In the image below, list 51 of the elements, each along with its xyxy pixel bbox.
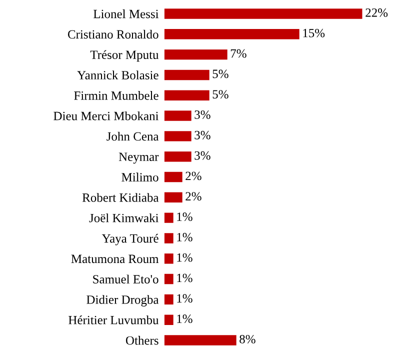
y-tick-label: Robert Kidiaba [82, 193, 159, 202]
data-label: 5% [212, 70, 228, 78]
bar [164, 314, 174, 325]
y-tick-label: Others [126, 336, 158, 345]
bar [164, 172, 182, 182]
data-label: 3% [194, 130, 210, 140]
bar [164, 192, 182, 203]
y-tick-label: Joël Kimwaki [89, 213, 159, 222]
y-tick-label: Héritier Luvumbu [68, 315, 159, 324]
y-tick-label: Samuel Eto'o [93, 274, 158, 284]
data-label: 7% [230, 49, 246, 58]
bar [164, 233, 174, 244]
data-label: 1% [177, 274, 192, 282]
bar [164, 49, 228, 60]
data-label: 3% [194, 151, 210, 160]
bar [164, 8, 362, 19]
data-label: 1% [177, 232, 192, 242]
y-tick-label: John Cena [106, 132, 159, 141]
y-tick-label: Neymar [118, 152, 159, 164]
data-label: 2% [186, 192, 202, 201]
bar [164, 131, 192, 142]
bar [164, 294, 174, 305]
bar [164, 90, 210, 100]
data-label: 15% [303, 28, 325, 38]
data-label: 22% [366, 8, 388, 17]
data-label: 8% [240, 334, 256, 344]
data-label: 1% [177, 314, 192, 324]
y-tick-label: Yaya Touré [102, 234, 158, 246]
data-label: 1% [177, 212, 192, 221]
bar [164, 70, 210, 80]
data-label: 3% [194, 110, 210, 119]
bar [164, 274, 174, 284]
data-label: 2% [186, 172, 202, 180]
y-tick-label: Lionel Messi [94, 9, 159, 18]
y-tick-label: Cristiano Ronaldo [68, 30, 158, 39]
data-label: 1% [177, 253, 192, 262]
bar [164, 335, 236, 346]
data-label: 1% [177, 294, 192, 303]
y-tick-label: Trésor Mputu [90, 50, 159, 62]
y-tick-label: Dieu Merci Mbokani [54, 111, 159, 120]
data-label: 5% [212, 90, 228, 99]
bar [164, 29, 300, 40]
bar [164, 212, 174, 223]
y-tick-label: Matumona Roum [71, 254, 159, 264]
bar [164, 110, 192, 121]
y-tick-label: Milimo [122, 172, 158, 182]
y-tick-label: Yannick Bolasie [77, 70, 158, 80]
y-tick-label: Firmin Mumbele [74, 91, 158, 100]
y-tick-label: Didier Drogba [86, 295, 159, 306]
bar [164, 254, 174, 264]
bar [164, 151, 192, 162]
